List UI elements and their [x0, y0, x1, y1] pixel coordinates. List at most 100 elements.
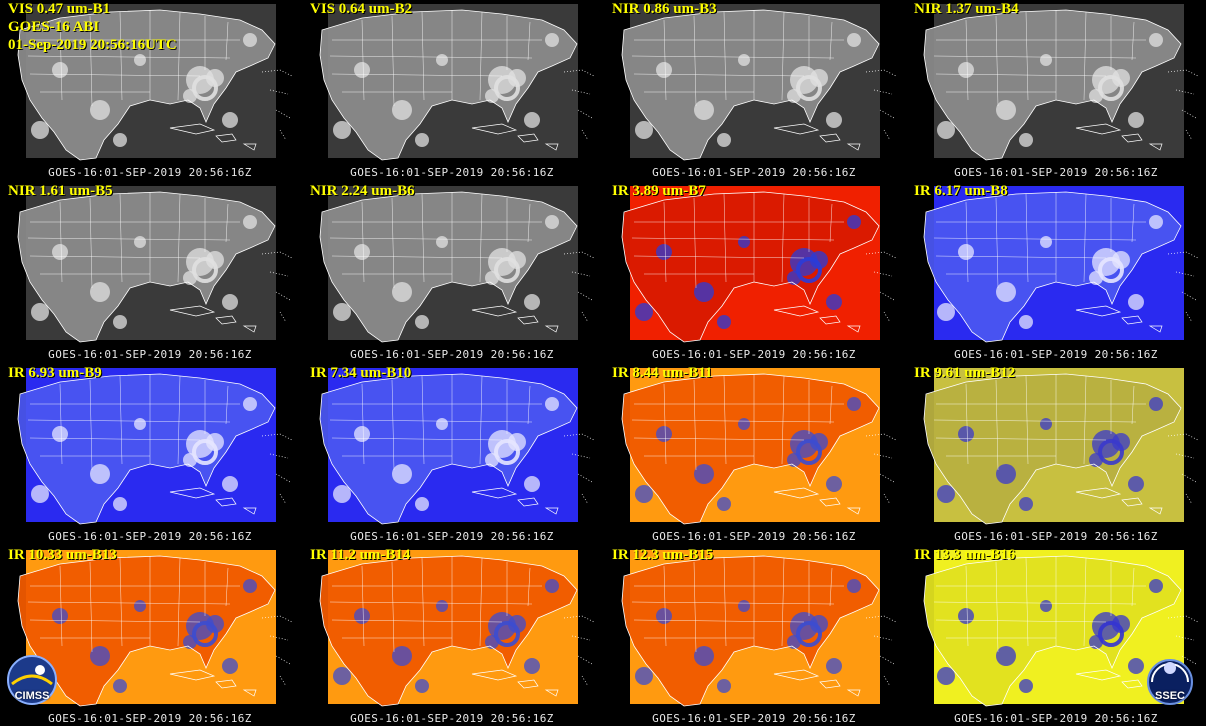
band-label: VIS 0.47 um-B1 — [8, 1, 111, 17]
state-border-7 — [421, 11, 425, 101]
state-border-5 — [59, 383, 63, 465]
cloud-10 — [243, 579, 257, 593]
hurricane — [796, 75, 822, 101]
coastline — [319, 555, 578, 707]
cloud-2 — [206, 69, 224, 87]
cloud-6 — [436, 600, 448, 612]
caribbean-islands — [773, 487, 861, 515]
state-border-6 — [995, 197, 999, 289]
cloud-4 — [996, 100, 1016, 120]
cimss-logo: CIMSS — [6, 654, 58, 706]
satellite-image — [923, 368, 1199, 525]
state-border-11 — [829, 203, 833, 243]
cloud-6 — [436, 418, 448, 430]
state-border-7 — [119, 11, 123, 101]
caribbean-islands — [773, 123, 861, 151]
cloud-4 — [694, 100, 714, 120]
cloud-7 — [222, 112, 238, 128]
island-chain — [1167, 69, 1199, 141]
state-border-9 — [177, 193, 181, 283]
cloud-5 — [354, 608, 370, 624]
state-border-5 — [361, 565, 365, 647]
state-border-5 — [361, 201, 365, 283]
land-area — [622, 192, 879, 342]
cloud-10 — [243, 215, 257, 229]
land-area — [622, 556, 879, 706]
cloud-2 — [508, 69, 526, 87]
cloud-10 — [1149, 215, 1163, 229]
state-border-2 — [329, 237, 533, 241]
cloud-6 — [436, 236, 448, 248]
caribbean-islands — [471, 487, 559, 515]
cloud-6 — [436, 54, 448, 66]
hurricane — [1098, 439, 1124, 465]
band-label: IR 3.89 um-B7 — [612, 183, 706, 199]
band-label: IR 11.2 um-B14 — [310, 547, 411, 563]
cloud-9 — [333, 121, 351, 139]
cloud-10 — [847, 579, 861, 593]
cloud-2 — [810, 251, 828, 269]
hurricane — [796, 439, 822, 465]
band-panel-2: VIS 0.64 um-B2 GOES-16:01-SEP-2019 20:56… — [302, 0, 602, 180]
hurricane — [796, 621, 822, 647]
image-timestamp: GOES-16:01-SEP-2019 20:56:16Z — [954, 348, 1158, 361]
cloud-2 — [1112, 251, 1130, 269]
cloud-8 — [113, 679, 127, 693]
satellite-image — [17, 186, 293, 343]
band-panel-7: IR 3.89 um-B7 GOES-16:01-SEP-2019 20:56:… — [604, 182, 904, 362]
state-border-9 — [177, 11, 181, 101]
state-border-5 — [59, 201, 63, 283]
band-label: NIR 0.86 um-B3 — [612, 1, 717, 17]
cloud-7 — [222, 476, 238, 492]
cloud-7 — [826, 658, 842, 674]
cloud-8 — [717, 315, 731, 329]
satellite-image — [17, 368, 293, 525]
state-border-9 — [479, 11, 483, 101]
coastline — [17, 191, 276, 343]
state-border-6 — [391, 197, 395, 289]
hurricane — [192, 439, 218, 465]
band-label: IR 13.3 um-B16 — [914, 547, 1016, 563]
cloud-2 — [508, 433, 526, 451]
state-border-9 — [781, 193, 785, 283]
cloud-2 — [810, 433, 828, 451]
cloud-6 — [134, 54, 146, 66]
state-border-7 — [723, 11, 727, 101]
state-border-6 — [89, 379, 93, 471]
land-area — [924, 556, 1181, 706]
state-border-11 — [225, 21, 229, 61]
caribbean-islands — [773, 305, 861, 333]
coastline — [923, 373, 1182, 525]
land-area — [320, 556, 577, 706]
state-border-9 — [1083, 557, 1087, 647]
cloud-4 — [996, 282, 1016, 302]
image-timestamp: GOES-16:01-SEP-2019 20:56:16Z — [954, 530, 1158, 543]
state-border-6 — [693, 561, 697, 653]
state-border-9 — [177, 557, 181, 647]
image-timestamp: GOES-16:01-SEP-2019 20:56:16Z — [350, 166, 554, 179]
state-border-7 — [723, 557, 727, 647]
cloud-8 — [717, 679, 731, 693]
island-chain — [261, 615, 293, 687]
caribbean-islands — [1075, 123, 1163, 151]
state-border-7 — [723, 193, 727, 283]
state-border-11 — [1131, 21, 1135, 61]
hurricane — [494, 621, 520, 647]
coastline — [621, 373, 880, 525]
band-panel-12: IR 9.61 um-B12 GOES-16:01-SEP-2019 20:56… — [906, 364, 1206, 544]
image-timestamp: GOES-16:01-SEP-2019 20:56:16Z — [48, 530, 252, 543]
cloud-10 — [1149, 579, 1163, 593]
state-border-6 — [995, 15, 999, 107]
cloud-9 — [937, 121, 955, 139]
cloud-9 — [333, 485, 351, 503]
state-border-3 — [935, 73, 1107, 77]
state-border-11 — [829, 385, 833, 425]
cloud-8 — [113, 133, 127, 147]
cloud-2 — [810, 69, 828, 87]
coastline — [17, 9, 276, 161]
cloud-6 — [738, 600, 750, 612]
cloud-4 — [90, 282, 110, 302]
cloud-7 — [826, 294, 842, 310]
land-area — [924, 192, 1181, 342]
cloud-10 — [243, 33, 257, 47]
